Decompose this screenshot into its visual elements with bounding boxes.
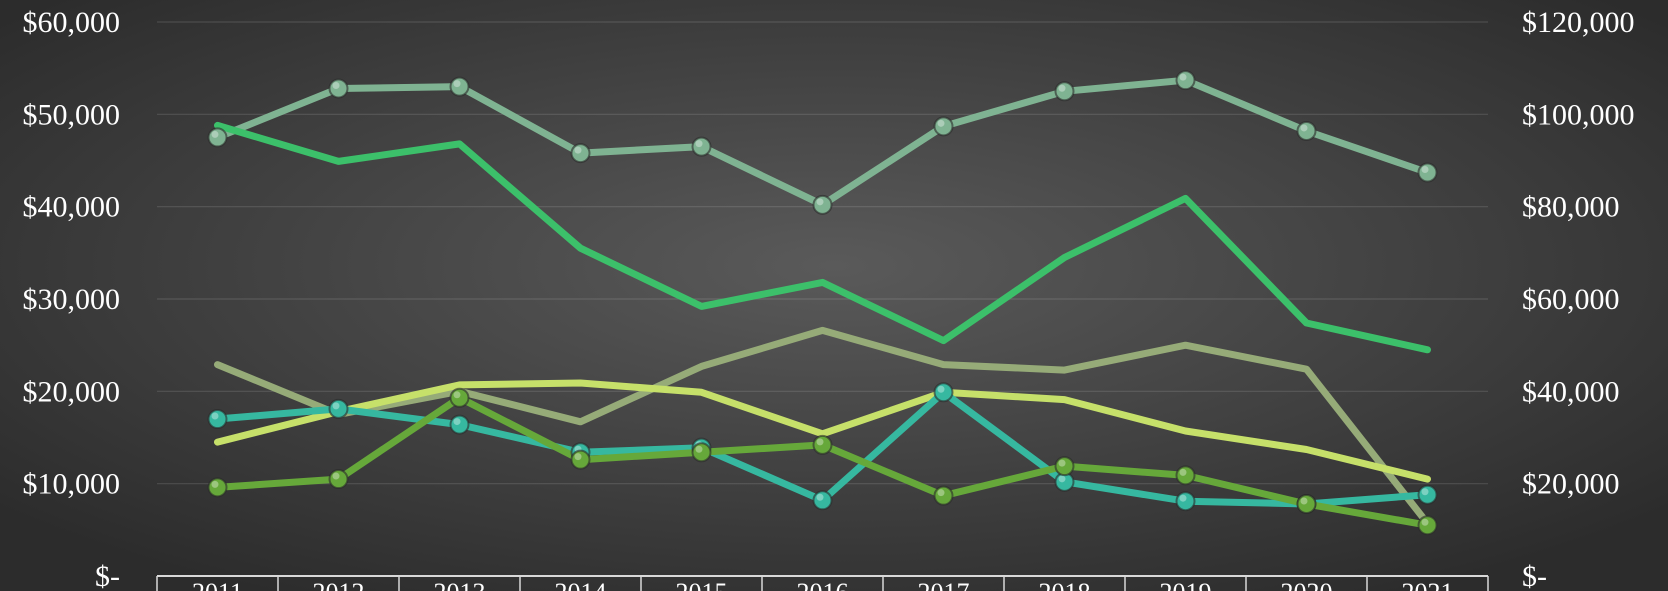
data-point-highlight <box>937 489 945 497</box>
data-point <box>449 387 470 408</box>
data-point-highlight <box>211 412 219 420</box>
data-point <box>933 485 954 506</box>
data-point <box>933 116 954 137</box>
data-point <box>1296 493 1317 514</box>
y-tick-label: $50,000 <box>23 98 121 131</box>
data-point-highlight <box>1421 166 1429 174</box>
data-point-highlight <box>1179 494 1187 502</box>
data-point <box>1175 491 1196 512</box>
data-point-highlight <box>1421 488 1429 496</box>
series-line-3 <box>214 326 1431 527</box>
y2-tick-label: $120,000 <box>1522 6 1635 39</box>
data-point-highlight <box>816 438 824 446</box>
data-point <box>1296 120 1317 141</box>
y2-tick-label: $- <box>1522 560 1547 591</box>
y2-tick-label: $80,000 <box>1522 191 1620 224</box>
data-point-highlight <box>1058 84 1066 92</box>
data-point <box>449 76 470 97</box>
data-point <box>933 382 954 403</box>
y-tick-label: $10,000 <box>23 468 121 501</box>
data-point-highlight <box>1421 518 1429 526</box>
data-point-highlight <box>1179 468 1187 476</box>
data-point-highlight <box>332 472 340 480</box>
y2-tick-label: $60,000 <box>1522 283 1620 316</box>
data-point <box>1175 465 1196 486</box>
data-point <box>1417 162 1438 183</box>
data-point-highlight <box>332 81 340 89</box>
x-tick-label: 2011 <box>192 578 243 591</box>
data-point-highlight <box>1300 124 1308 132</box>
data-point <box>328 398 349 419</box>
data-point-highlight <box>1179 73 1187 81</box>
data-point <box>1417 515 1438 536</box>
data-point-highlight <box>1300 497 1308 505</box>
x-tick-label: 2018 <box>1039 578 1091 591</box>
data-point <box>1054 81 1075 102</box>
data-point <box>1054 456 1075 477</box>
y-tick-label: $20,000 <box>23 375 121 408</box>
x-tick-label: 2019 <box>1160 578 1212 591</box>
x-tick-label: 2017 <box>918 578 970 591</box>
x-tick-label: 2021 <box>1402 578 1454 591</box>
x-tick-label: 2016 <box>797 578 849 591</box>
data-point <box>328 78 349 99</box>
data-point <box>1175 70 1196 91</box>
data-point <box>328 469 349 490</box>
y-tick-label: $60,000 <box>23 6 121 39</box>
gridlines <box>157 21 1488 485</box>
data-point <box>207 477 228 498</box>
data-point <box>691 136 712 157</box>
data-point <box>449 414 470 435</box>
data-point <box>812 434 833 455</box>
axes: $- $- $10,000 $20,000 $20,000 $40,000 $30,000 $… <box>23 6 1635 591</box>
y-tick-label: $40,000 <box>23 191 121 224</box>
y2-tick-label: $100,000 <box>1522 98 1635 131</box>
series-markers <box>207 70 1438 536</box>
x-tick-label: 2020 <box>1281 578 1333 591</box>
data-point-highlight <box>695 445 703 453</box>
data-point <box>812 194 833 215</box>
data-point <box>570 449 591 470</box>
x-tick-label: 2012 <box>313 578 365 591</box>
data-point <box>207 127 228 148</box>
data-point <box>691 442 712 463</box>
data-point-highlight <box>937 385 945 393</box>
data-point-highlight <box>1058 475 1066 483</box>
data-point-highlight <box>1058 459 1066 467</box>
data-point-highlight <box>695 140 703 148</box>
data-point-highlight <box>453 391 461 399</box>
data-point-highlight <box>937 119 945 127</box>
data-point-highlight <box>574 453 582 461</box>
data-point <box>1417 484 1438 505</box>
series-line-2 <box>214 121 1431 354</box>
data-point <box>812 490 833 511</box>
x-tick-label: 2014 <box>555 578 607 591</box>
y2-tick-label: $40,000 <box>1522 375 1620 408</box>
data-point-highlight <box>211 130 219 138</box>
data-point-highlight <box>332 402 340 410</box>
y2-tick-label: $20,000 <box>1522 468 1620 501</box>
data-point-highlight <box>211 480 219 488</box>
y-tick-label: $- <box>95 560 120 591</box>
data-point <box>570 143 591 164</box>
x-tick-label: 2013 <box>434 578 486 591</box>
y-tick-label: $30,000 <box>23 283 121 316</box>
x-tick-label: 2015 <box>676 578 728 591</box>
data-point <box>207 409 228 430</box>
series-line-4 <box>214 379 1431 483</box>
data-point-highlight <box>453 418 461 426</box>
data-point-highlight <box>574 146 582 154</box>
data-point-highlight <box>816 198 824 206</box>
data-point-highlight <box>816 493 824 501</box>
data-point-highlight <box>453 80 461 88</box>
